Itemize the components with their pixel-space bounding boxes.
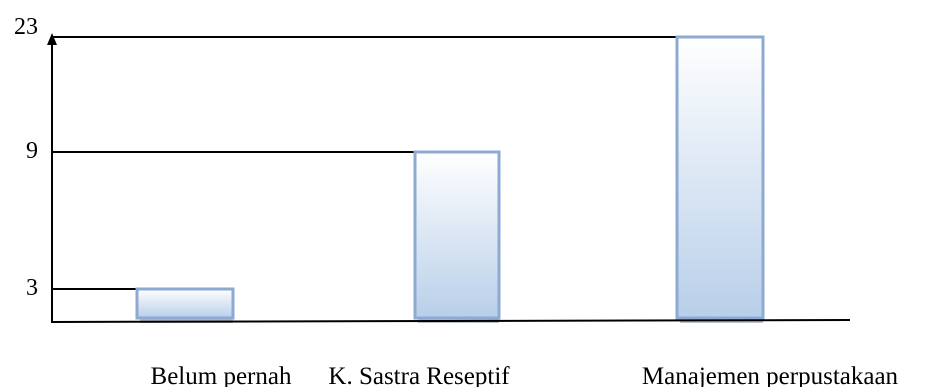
axes xyxy=(47,33,851,323)
y-tick-label: 23 xyxy=(14,14,38,40)
y-tick-labels: 3 9 23 xyxy=(14,14,38,301)
bars xyxy=(135,35,765,323)
category-label: Belum pernah xyxy=(151,363,292,387)
category-label: Manajemen perpustakaan xyxy=(642,363,899,387)
y-tick-label: 9 xyxy=(26,138,38,164)
bar xyxy=(413,150,501,320)
y-axis-arrow-icon xyxy=(47,33,57,45)
bar xyxy=(675,35,765,320)
y-tick-label: 3 xyxy=(26,275,38,301)
bar xyxy=(135,287,235,320)
x-axis-line xyxy=(51,319,851,323)
category-label: K. Sastra Reseptif xyxy=(328,363,510,387)
value-guide-lines xyxy=(52,36,726,290)
x-category-labels: Belum pernah K. Sastra Reseptif Manajemen … xyxy=(151,363,899,387)
